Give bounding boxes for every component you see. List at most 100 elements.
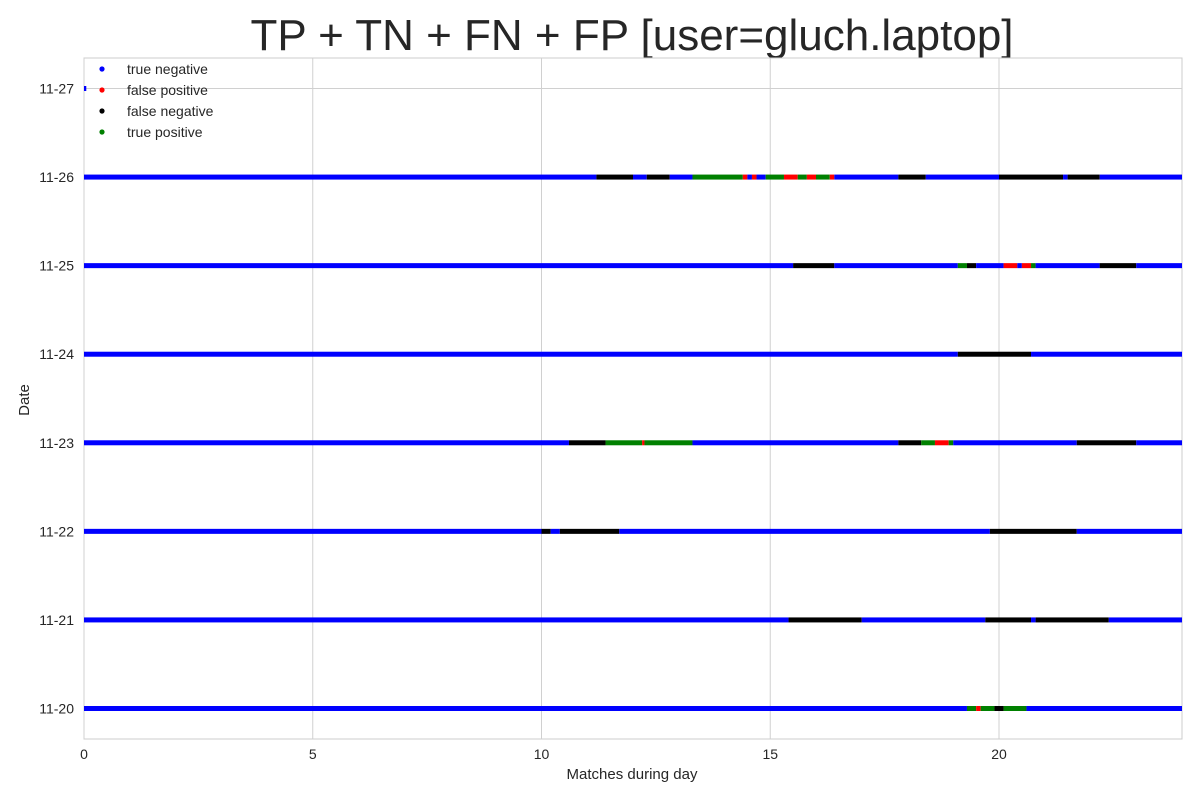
match-segment <box>756 174 766 180</box>
match-segment <box>1003 706 1027 711</box>
y-tick-label: 11-25 <box>39 258 74 274</box>
match-segment <box>1099 174 1182 180</box>
legend: true negative false positive false negativ… <box>99 61 214 140</box>
data-row <box>84 617 1182 623</box>
legend-marker <box>99 87 105 93</box>
match-segment <box>976 263 1004 269</box>
y-tick-label: 11-24 <box>39 346 74 362</box>
match-segment <box>1017 263 1022 269</box>
match-segment <box>793 263 835 269</box>
match-segment <box>1031 351 1182 357</box>
match-segment <box>1067 174 1100 180</box>
match-segment <box>84 440 569 446</box>
match-segment <box>989 528 1077 534</box>
match-segment <box>84 86 87 91</box>
match-segment <box>84 528 542 534</box>
match-segment <box>765 174 784 180</box>
match-segment <box>806 174 816 180</box>
match-segment <box>925 174 999 180</box>
legend-marker <box>99 129 105 135</box>
match-segment <box>985 617 1032 623</box>
match-segment <box>783 174 798 180</box>
match-segment <box>84 174 597 180</box>
match-segment <box>559 528 620 534</box>
data-row <box>84 351 1182 357</box>
data-row <box>84 706 1182 711</box>
y-tick-label: 11-20 <box>39 701 74 717</box>
y-tick-label: 11-21 <box>39 612 74 628</box>
match-segment <box>644 440 693 446</box>
x-tick-label: 20 <box>991 746 1007 762</box>
match-segment <box>994 706 1004 711</box>
match-segment <box>921 440 935 446</box>
match-segment <box>1031 617 1036 623</box>
match-segment <box>1108 617 1182 623</box>
match-segment <box>816 174 830 180</box>
match-segment <box>1063 174 1068 180</box>
match-segment <box>84 263 794 269</box>
match-segment <box>861 617 986 623</box>
match-segment <box>788 617 862 623</box>
x-axis-label: Matches during day <box>567 766 698 783</box>
match-segment <box>751 174 757 180</box>
data-row <box>84 86 87 91</box>
tick-labels: 0 5 10 15 20 11-20 11-21 11-22 11-23 11-24 11-25 11… <box>39 81 1007 763</box>
match-segment <box>957 351 1032 357</box>
match-segment <box>669 174 693 180</box>
match-segment <box>1031 263 1036 269</box>
legend-label: true positive <box>127 124 203 140</box>
x-tick-label: 5 <box>309 746 317 762</box>
match-segment <box>1021 263 1032 269</box>
match-segment <box>1003 263 1018 269</box>
data-layer <box>84 86 1182 711</box>
match-segment <box>692 174 743 180</box>
match-segment <box>1035 263 1100 269</box>
match-segment <box>541 528 551 534</box>
y-axis-label: Date <box>16 384 33 416</box>
data-row <box>84 263 1182 269</box>
match-segment <box>957 263 967 269</box>
x-tick-label: 10 <box>534 746 550 762</box>
match-segment <box>646 174 670 180</box>
match-segment <box>742 174 748 180</box>
x-tick-label: 0 <box>80 746 88 762</box>
data-row <box>84 174 1182 180</box>
y-tick-label: 11-26 <box>39 169 74 185</box>
plot-area <box>83 57 1183 740</box>
match-segment <box>829 174 835 180</box>
match-segment <box>834 174 899 180</box>
match-segment <box>692 440 899 446</box>
match-segment <box>1076 528 1182 534</box>
data-row <box>84 528 1182 534</box>
match-segment <box>953 440 1077 446</box>
match-segment <box>999 174 1064 180</box>
legend-label: false positive <box>127 82 208 98</box>
match-segment <box>976 706 981 711</box>
match-segment <box>980 706 995 711</box>
match-segment <box>1076 440 1137 446</box>
match-segment <box>898 174 926 180</box>
match-segment <box>747 174 752 180</box>
match-segment <box>619 528 990 534</box>
legend-marker <box>99 108 105 114</box>
match-segment <box>568 440 606 446</box>
data-row <box>84 440 1182 446</box>
y-tick-label: 11-22 <box>39 523 74 539</box>
legend-label: true negative <box>127 61 208 77</box>
match-segment <box>84 351 958 357</box>
match-segment <box>633 174 647 180</box>
match-segment <box>966 263 977 269</box>
match-segment <box>1136 440 1182 446</box>
match-segment <box>84 706 967 711</box>
chart-title: TP + TN + FN + FP [user=gluch.laptop] <box>250 11 1013 60</box>
match-segment <box>605 440 643 446</box>
match-segment <box>642 440 645 446</box>
legend-label: false negative <box>127 103 214 119</box>
match-segment <box>596 174 633 180</box>
y-tick-label: 11-23 <box>39 435 74 451</box>
match-segment <box>1136 263 1182 269</box>
match-segment <box>834 263 958 269</box>
x-tick-label: 15 <box>762 746 778 762</box>
match-segment <box>797 174 807 180</box>
